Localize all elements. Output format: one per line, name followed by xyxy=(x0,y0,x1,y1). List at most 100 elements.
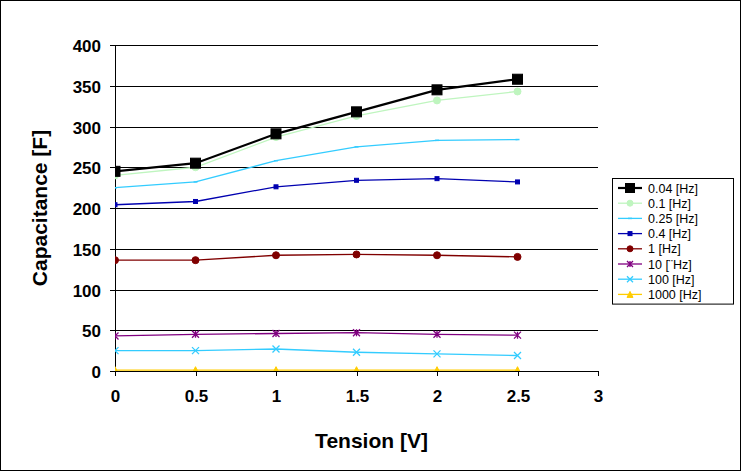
y-tick-label: 100 xyxy=(73,282,101,301)
legend-label: 1000 [Hz] xyxy=(648,288,702,302)
grid-line xyxy=(115,249,598,250)
series-marker xyxy=(514,253,521,260)
legend-marker xyxy=(628,218,632,220)
legend-label: 0.25 [Hz] xyxy=(648,212,698,226)
series-marker xyxy=(352,107,362,117)
series-marker xyxy=(434,252,441,259)
y-tick xyxy=(110,86,115,87)
y-tick-label: 200 xyxy=(73,200,101,219)
series-marker xyxy=(516,180,520,184)
y-tick-label: 400 xyxy=(73,37,101,56)
legend-label: 1 [Hz] xyxy=(648,242,681,256)
legend-label: 0.4 [Hz] xyxy=(648,227,691,241)
series-marker xyxy=(516,139,520,141)
series-marker xyxy=(115,332,119,339)
series-marker xyxy=(271,129,281,139)
series-marker xyxy=(115,203,117,207)
y-tick-label: 250 xyxy=(73,159,101,178)
grid-line xyxy=(115,86,598,87)
legend-line xyxy=(618,218,642,219)
x-tick-label: 1 xyxy=(272,387,281,406)
series-line xyxy=(115,91,518,175)
plot-marks xyxy=(115,74,523,371)
y-tick-label: 300 xyxy=(73,119,101,138)
x-tick xyxy=(518,371,519,376)
y-tick xyxy=(110,167,115,168)
legend-label: 100 [Hz] xyxy=(648,273,695,287)
series-line xyxy=(115,333,518,336)
series-marker xyxy=(273,252,280,259)
series xyxy=(115,177,520,207)
x-tick-label: 0 xyxy=(111,387,120,406)
grid xyxy=(115,46,598,331)
series-marker xyxy=(274,185,278,189)
series xyxy=(115,329,521,339)
x-tick-label: 3 xyxy=(594,387,603,406)
series-marker xyxy=(432,85,442,95)
x-tick xyxy=(598,371,599,376)
series-marker xyxy=(273,330,280,337)
series-marker xyxy=(191,158,201,168)
legend-marker xyxy=(627,200,633,206)
legend-label: 10 [¨Hz] xyxy=(648,258,692,272)
series-marker xyxy=(274,160,278,162)
y-axis xyxy=(115,45,116,371)
x-tick-label: 0.5 xyxy=(185,387,209,406)
legend-marker xyxy=(628,232,632,236)
y-tick xyxy=(110,290,115,291)
series-line xyxy=(115,179,518,205)
x-tick-label: 1.5 xyxy=(346,387,370,406)
series-marker xyxy=(435,177,439,181)
y-tick-label: 350 xyxy=(73,78,101,97)
x-axis-title: Tension [V] xyxy=(315,429,428,452)
grid-line xyxy=(115,45,598,46)
series-marker xyxy=(513,74,523,84)
series-marker xyxy=(273,345,280,352)
series-marker xyxy=(434,367,441,371)
grid-line xyxy=(115,208,598,209)
series-marker xyxy=(434,331,441,338)
legend-label: 0.04 [Hz] xyxy=(648,182,698,196)
series-marker xyxy=(194,199,198,203)
grid-line xyxy=(115,290,598,291)
series-marker xyxy=(115,367,119,371)
x-tick xyxy=(115,371,116,376)
series-marker xyxy=(355,178,359,182)
series xyxy=(115,140,520,188)
x-tick-label: 2.5 xyxy=(507,387,531,406)
series-line xyxy=(115,79,518,171)
series-marker xyxy=(435,140,439,142)
y-tick xyxy=(110,249,115,250)
series-marker xyxy=(192,257,199,264)
legend-marker xyxy=(627,276,633,282)
chart-border xyxy=(1,1,741,471)
legend: 0.04 [Hz]0.1 [Hz]0.25 [Hz]0.4 [Hz]1 [Hz]… xyxy=(613,179,734,305)
series xyxy=(115,74,523,176)
x-axis xyxy=(115,371,598,372)
y-axis-title: Capacitance [F] xyxy=(28,130,51,286)
series-marker xyxy=(273,367,280,371)
series-marker xyxy=(353,349,360,356)
series-line xyxy=(115,349,518,356)
series-marker xyxy=(194,181,198,183)
y-tick xyxy=(110,127,115,128)
x-tick xyxy=(276,371,277,376)
x-tick xyxy=(196,371,197,376)
y-tick xyxy=(110,371,115,372)
series-marker xyxy=(353,329,360,336)
legend-marker xyxy=(627,261,633,267)
series-marker xyxy=(514,332,521,339)
chart: 05010015020025030035040000.511.522.53Ten… xyxy=(0,0,741,471)
series-line xyxy=(115,140,518,188)
y-tick-label: 0 xyxy=(92,363,101,382)
y-tick xyxy=(110,45,115,46)
series-marker xyxy=(192,367,199,371)
series-marker xyxy=(355,146,359,148)
series-marker xyxy=(115,347,119,354)
series-marker xyxy=(353,367,360,371)
x-tick xyxy=(357,371,358,376)
series-line xyxy=(115,370,518,371)
series-marker xyxy=(514,88,521,95)
x-tick-label: 2 xyxy=(433,387,442,406)
series xyxy=(115,367,521,371)
